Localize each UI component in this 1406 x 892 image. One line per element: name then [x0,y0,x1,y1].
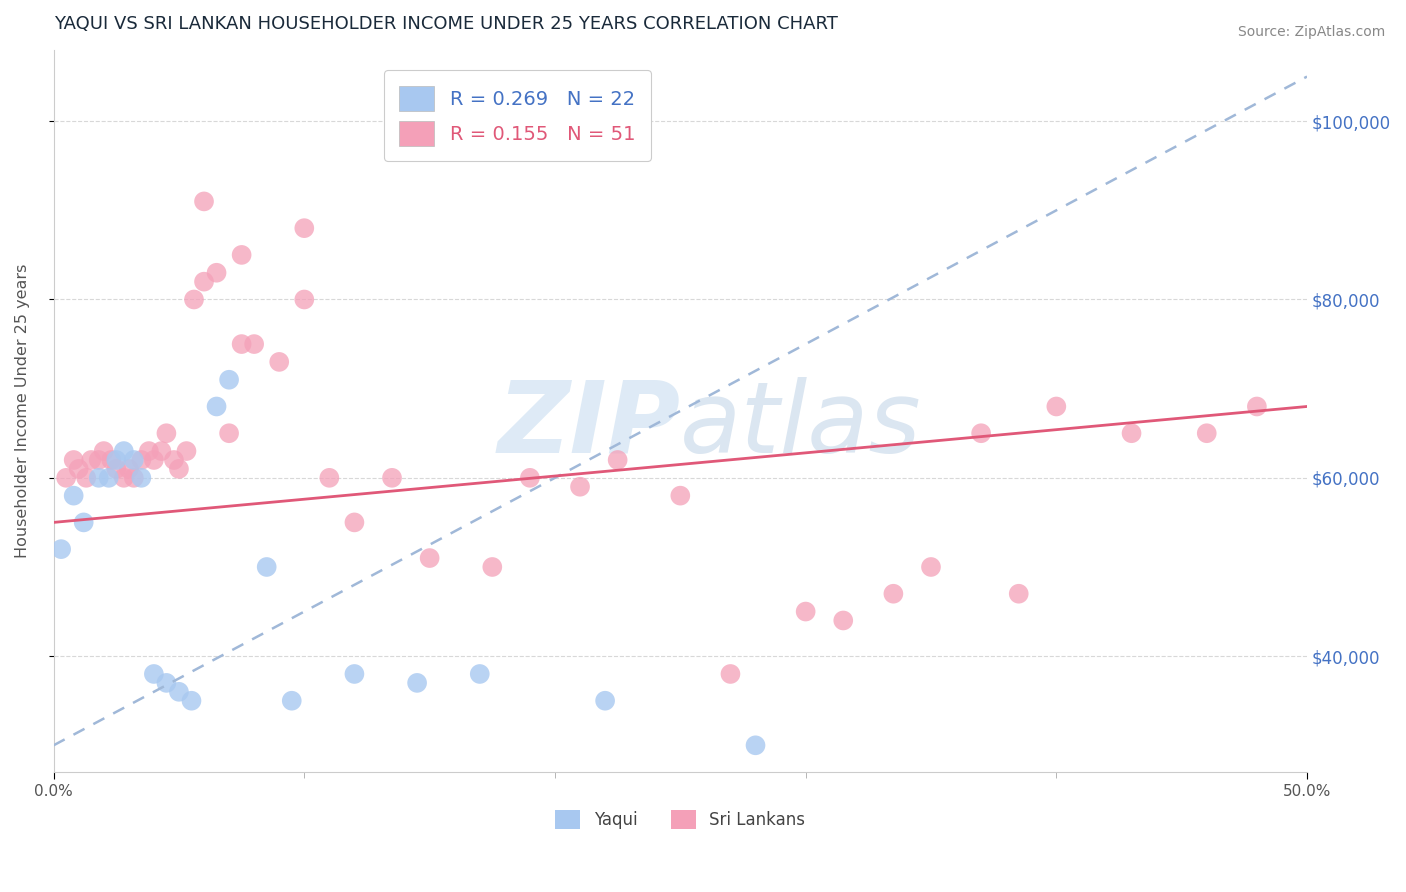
Point [118,462,141,476]
Point [138,444,160,458]
Point [1045,400,1067,414]
Point [218,373,240,387]
Point [343,667,366,681]
Point [167,462,190,476]
Point [256,560,278,574]
Point [970,426,993,441]
Point [606,453,628,467]
Point [669,489,692,503]
Y-axis label: Householder Income Under 25 years: Householder Income Under 25 years [15,264,30,558]
Point [193,275,215,289]
Point [131,471,153,485]
Point [49,542,72,557]
Point [180,694,202,708]
Point [292,293,315,307]
Point [744,739,766,753]
Point [381,471,404,485]
Point [406,676,429,690]
Text: ZIP: ZIP [498,377,681,474]
Point [62,453,84,467]
Point [281,694,304,708]
Point [343,516,366,530]
Point [1008,587,1031,601]
Point [73,516,96,530]
Point [419,551,441,566]
Point [97,471,120,485]
Point [87,453,110,467]
Point [155,676,177,690]
Point [75,471,97,485]
Point [468,667,491,681]
Text: atlas: atlas [681,377,922,474]
Point [1195,426,1218,441]
Point [218,426,240,441]
Point [67,462,90,476]
Point [163,453,186,467]
Point [112,471,135,485]
Point [519,471,541,485]
Point [155,426,177,441]
Point [920,560,942,574]
Text: Source: ZipAtlas.com: Source: ZipAtlas.com [1237,25,1385,39]
Point [292,221,315,235]
Point [122,453,145,467]
Point [205,400,228,414]
Point [832,614,855,628]
Point [131,453,153,467]
Point [794,605,817,619]
Point [1246,400,1268,414]
Point [882,587,904,601]
Point [231,248,253,262]
Point [142,453,165,467]
Point [122,471,145,485]
Point [193,194,215,209]
Point [183,293,205,307]
Legend: Yaqui, Sri Lankans: Yaqui, Sri Lankans [548,804,811,836]
Point [269,355,291,369]
Point [318,471,340,485]
Point [93,444,115,458]
Point [481,560,503,574]
Point [231,337,253,351]
Point [62,489,84,503]
Point [593,694,616,708]
Point [105,453,128,467]
Point [80,453,103,467]
Point [205,266,228,280]
Point [142,667,165,681]
Text: YAQUI VS SRI LANKAN HOUSEHOLDER INCOME UNDER 25 YEARS CORRELATION CHART: YAQUI VS SRI LANKAN HOUSEHOLDER INCOME U… [53,15,838,33]
Point [87,471,110,485]
Point [100,453,122,467]
Point [150,444,173,458]
Point [176,444,198,458]
Point [569,480,592,494]
Point [112,444,135,458]
Point [105,462,128,476]
Point [720,667,742,681]
Point [167,685,190,699]
Point [55,471,77,485]
Point [243,337,266,351]
Point [1121,426,1143,441]
